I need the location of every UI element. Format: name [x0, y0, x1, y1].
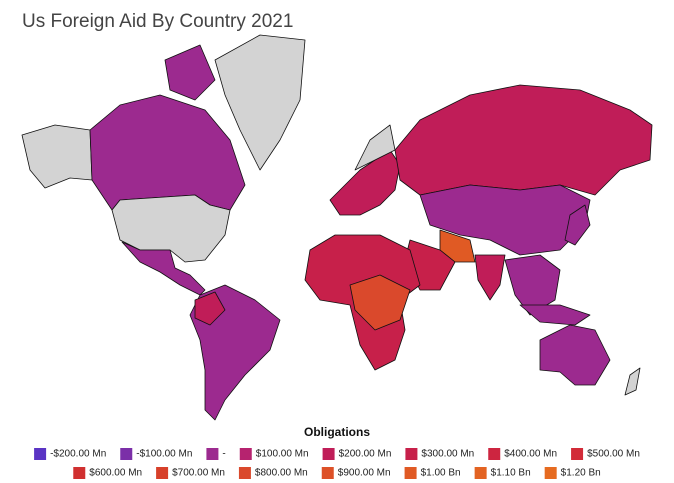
- legend-item: $100.00 Mn: [239, 448, 309, 460]
- legend-label: $900.00 Mn: [338, 468, 391, 479]
- legend-label: $1.10 Bn: [491, 468, 531, 479]
- region: [474, 254, 506, 301]
- legend-swatch: [120, 448, 133, 460]
- legend-item: -: [206, 448, 226, 460]
- region: [539, 324, 611, 386]
- legend-item: $1.20 Bn: [544, 467, 601, 479]
- legend-item: $1.00 Bn: [404, 467, 461, 479]
- legend-item: $600.00 Mn: [73, 467, 142, 479]
- legend-swatch: [73, 467, 86, 479]
- legend-item: $900.00 Mn: [321, 467, 391, 479]
- legend-swatch: [34, 448, 47, 460]
- legend-label: $500.00 Mn: [587, 449, 640, 460]
- legend-swatch: [322, 448, 335, 460]
- legend-item: $400.00 Mn: [488, 448, 557, 460]
- legend-label: -: [222, 449, 225, 460]
- legend-item: $700.00 Mn: [156, 467, 225, 479]
- legend-label: $1.20 Bn: [561, 468, 601, 479]
- legend-item: $1.10 Bn: [474, 467, 531, 479]
- legend-swatch: [321, 467, 334, 479]
- legend-label: $800.00 Mn: [255, 468, 308, 479]
- region: [519, 304, 591, 326]
- region: [194, 291, 226, 326]
- region: [564, 204, 591, 246]
- legend-swatch: [404, 467, 417, 479]
- legend-item: -$200.00 Mn: [34, 448, 106, 460]
- legend-label: $600.00 Mn: [89, 468, 142, 479]
- legend-label: $100.00 Mn: [256, 449, 309, 460]
- region: [164, 44, 216, 101]
- region: [439, 229, 476, 263]
- region: [89, 94, 246, 211]
- legend-swatch: [544, 467, 557, 479]
- region: [21, 124, 93, 189]
- region: [121, 241, 206, 296]
- map-title: Us Foreign Aid By Country 2021: [22, 11, 293, 32]
- legend-label: -$100.00 Mn: [136, 449, 192, 460]
- region: [214, 34, 306, 171]
- region: [354, 124, 396, 171]
- legend-label: -$200.00 Mn: [50, 449, 106, 460]
- legend-swatch: [156, 467, 169, 479]
- legend-item: $300.00 Mn: [405, 448, 474, 460]
- region: [349, 274, 411, 331]
- legend-swatch: [405, 448, 418, 460]
- legend: -$200.00 Mn -$100.00 Mn - $100.00 Mn $200.00…: [34, 448, 640, 479]
- world-map: [21, 34, 653, 421]
- legend-item: -$100.00 Mn: [120, 448, 192, 460]
- legend-label: $700.00 Mn: [172, 468, 225, 479]
- legend-title: Obligations: [304, 425, 370, 439]
- legend-swatch: [488, 448, 501, 460]
- legend-swatch: [474, 467, 487, 479]
- legend-label: $200.00 Mn: [339, 449, 392, 460]
- legend-swatch: [571, 448, 584, 460]
- legend-item: $800.00 Mn: [238, 467, 308, 479]
- region: [624, 367, 641, 396]
- legend-swatch: [239, 448, 252, 460]
- legend-swatch: [206, 448, 219, 460]
- legend-label: $400.00 Mn: [504, 449, 557, 460]
- legend-label: $300.00 Mn: [421, 449, 474, 460]
- legend-swatch: [238, 467, 251, 479]
- region: [394, 84, 653, 196]
- legend-row: $600.00 Mn $700.00 Mn $800.00 Mn $900.00 Mn…: [73, 467, 601, 479]
- legend-item: $200.00 Mn: [322, 448, 392, 460]
- legend-row: -$200.00 Mn -$100.00 Mn - $100.00 Mn $200.00…: [34, 448, 640, 460]
- legend-label: $1.00 Bn: [421, 468, 461, 479]
- legend-item: $500.00 Mn: [571, 448, 640, 460]
- region: [504, 254, 561, 316]
